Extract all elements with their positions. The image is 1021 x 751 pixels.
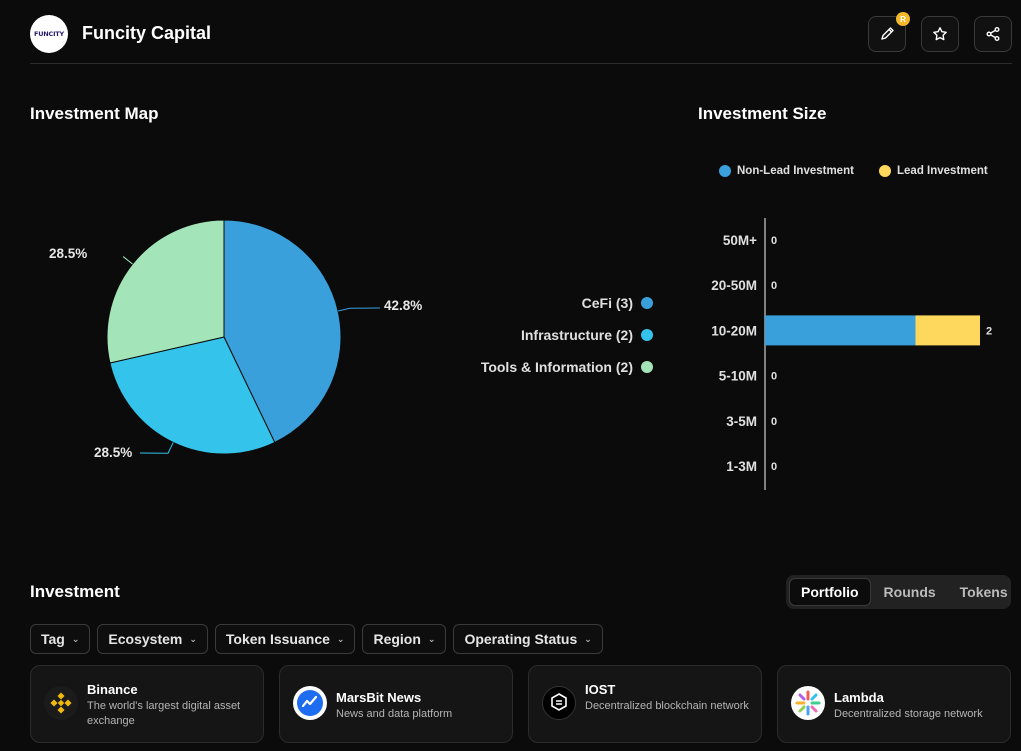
tab-rounds[interactable]: Rounds <box>883 584 936 600</box>
company-name: Funcity Capital <box>82 23 212 43</box>
filter-operating-status-label: Operating Status <box>464 631 578 647</box>
filter-tag[interactable]: Tag ⌄ <box>30 624 91 654</box>
edit-button[interactable]: R <box>868 12 910 52</box>
chevron-down-icon: ⌄ <box>427 633 436 644</box>
portfolio-card-binance[interactable]: Binance The world's largest digital asse… <box>30 665 264 743</box>
filter-region[interactable]: Region ⌄ <box>362 624 447 654</box>
filter-bar: Tag ⌄ Ecosystem ⌄ Token Issuance ⌄ Region ⌄ … <box>30 624 603 654</box>
legend-dot-infrastructure <box>641 329 653 341</box>
pencil-icon <box>881 27 894 40</box>
filter-ecosystem-label: Ecosystem <box>108 631 183 647</box>
marsbit-logo-icon <box>293 686 327 720</box>
pie-slice-infrastructure-leader-line <box>139 442 174 454</box>
investment-map-pie-chart <box>106 219 381 455</box>
bar-value-label: 0 <box>771 416 777 428</box>
portfolio-card-list: Binance The world's largest digital asse… <box>30 665 1011 743</box>
pie-label-tools-information: 28.5% <box>49 246 88 261</box>
portfolio-card-iost[interactable]: IOST Decentralized blockchain network <box>528 665 762 743</box>
bar-non-lead[interactable] <box>765 315 916 346</box>
logo-text: FUNCITY <box>33 30 65 38</box>
share-button[interactable] <box>974 16 1012 52</box>
favorite-button[interactable] <box>921 16 959 52</box>
filter-tag-label: Tag <box>41 631 65 647</box>
portfolio-card-marsbit-news[interactable]: MarsBit News News and data platform <box>279 665 513 743</box>
legend-dot-tools-information <box>641 361 653 373</box>
investment-size-title: Investment Size <box>698 104 827 123</box>
card-description: Decentralized blockchain network <box>585 700 749 712</box>
pie-label-infrastructure: 28.5% <box>94 445 133 460</box>
bar-legend-lead[interactable]: Lead Investment <box>879 165 988 177</box>
card-description: The world's largest digital asset exchan… <box>87 700 241 727</box>
share-icon <box>986 27 1000 41</box>
legend-item-cefi[interactable]: CeFi (3) <box>582 295 653 311</box>
legend-item-tools-information[interactable]: Tools & Information (2) <box>481 359 653 375</box>
investment-map-title: Investment Map <box>30 104 159 123</box>
pie-slice-cefi-leader-line <box>337 307 381 312</box>
filter-region-label: Region <box>373 631 421 647</box>
bar-category-label: 50M+ <box>723 233 757 248</box>
bar-legend-non-lead[interactable]: Non-Lead Investment <box>719 165 854 177</box>
bar-lead[interactable] <box>915 315 981 346</box>
card-name: Lambda <box>834 690 884 705</box>
legend-dot-cefi <box>641 297 653 309</box>
legend-item-infrastructure[interactable]: Infrastructure (2) <box>521 327 653 343</box>
bar-category-label: 3-5M <box>726 414 757 429</box>
bar-value-label: 0 <box>771 235 777 247</box>
portfolio-card-lambda[interactable]: Lambda Decentralized storage network <box>777 665 1011 743</box>
pie-slice-infrastructure[interactable] <box>109 336 276 455</box>
investment-size-bar-chart: 50M+ 0 20-50M 0 10-20M 2 5-10M 0 3-5M 0 1-3M 0 <box>711 218 992 490</box>
legend-label-lead: Lead Investment <box>897 165 988 177</box>
pie-label-cefi: 42.8% <box>384 298 423 313</box>
tab-tokens[interactable]: Tokens <box>959 584 1008 600</box>
bar-value-label: 0 <box>771 371 777 383</box>
bar-category-label: 5-10M <box>719 369 757 384</box>
bar-value-label: 0 <box>771 280 777 292</box>
pie-slice-cefi[interactable] <box>223 219 342 444</box>
legend-label-cefi: CeFi (3) <box>581 295 633 311</box>
bar-value-label: 2 <box>986 325 992 337</box>
legend-label-tools-information: Tools & Information (2) <box>480 359 633 375</box>
bar-category-label: 10-20M <box>711 323 757 338</box>
card-name: Binance <box>87 682 138 697</box>
filter-token-issuance[interactable]: Token Issuance ⌄ <box>214 624 356 654</box>
bar-value-label: 0 <box>771 461 777 473</box>
filter-token-issuance-label: Token Issuance <box>225 631 330 647</box>
pie-slice-tools-information-leader-line <box>122 256 133 265</box>
investment-title: Investment <box>30 582 120 601</box>
chevron-down-icon: ⌄ <box>189 633 197 644</box>
legend-label-non-lead: Non-Lead Investment <box>737 165 854 177</box>
legend-dot-lead <box>879 165 891 177</box>
card-name: IOST <box>585 682 616 697</box>
investment-view-tabs: Portfolio Rounds Tokens <box>786 575 1011 609</box>
chevron-down-icon: ⌄ <box>584 633 592 644</box>
filter-operating-status[interactable]: Operating Status ⌄ <box>453 624 603 654</box>
bar-category-label: 20-50M <box>711 278 757 293</box>
legend-label-infrastructure: Infrastructure (2) <box>520 327 633 343</box>
page-header: FUNCITY Funcity Capital R <box>30 0 1012 64</box>
chevron-down-icon: ⌄ <box>71 633 80 644</box>
card-description: Decentralized storage network <box>834 708 983 720</box>
card-description: News and data platform <box>336 708 453 720</box>
tab-portfolio[interactable]: Portfolio <box>789 578 871 606</box>
lambda-logo-icon <box>791 686 825 720</box>
bar-category-label: 1-3M <box>726 459 757 474</box>
card-name: MarsBit News <box>336 690 422 705</box>
legend-dot-non-lead <box>719 165 731 177</box>
binance-logo-icon <box>44 686 78 720</box>
company-logo: FUNCITY <box>30 15 68 53</box>
filter-ecosystem[interactable]: Ecosystem ⌄ <box>97 624 208 654</box>
star-icon <box>933 27 947 41</box>
chevron-down-icon: ⌄ <box>336 633 345 644</box>
iost-logo-icon <box>542 686 576 720</box>
edit-badge: R <box>896 12 910 26</box>
